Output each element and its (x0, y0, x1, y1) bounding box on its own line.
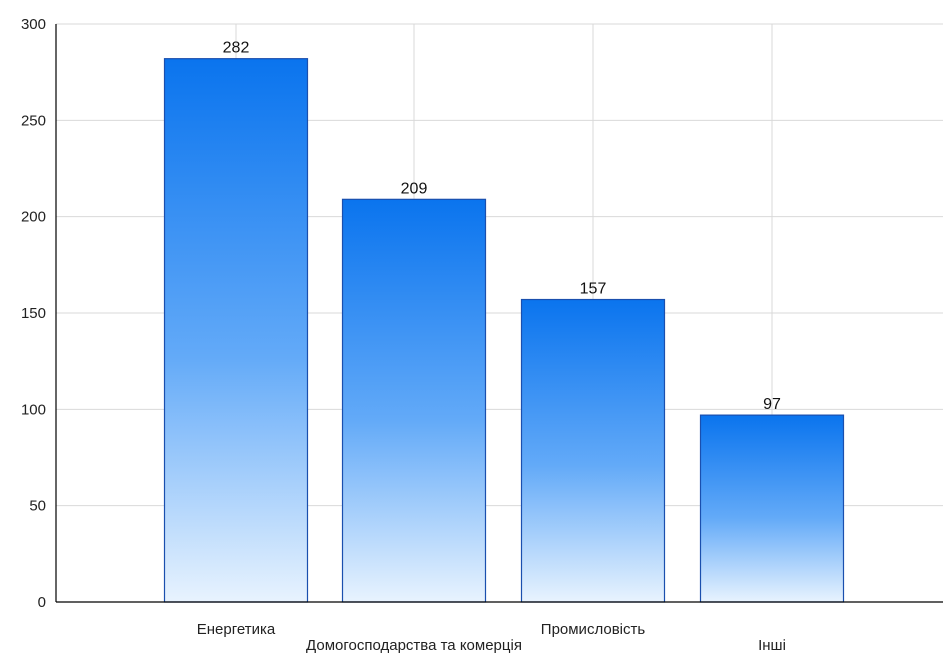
bar (699, 414, 845, 603)
y-tick-label: 250 (21, 112, 46, 129)
x-category-label: Домогосподарства та комерція (306, 637, 522, 654)
category-labels: Енергетика Домогосподарства та комерція Пр… (197, 621, 786, 654)
bar (520, 298, 666, 603)
y-tick-label: 150 (21, 305, 46, 322)
bars (163, 58, 845, 603)
x-category-label: Інші (758, 637, 786, 654)
y-tick-label: 100 (21, 401, 46, 418)
data-label: 282 (223, 40, 250, 57)
axes (55, 24, 943, 603)
x-category-label: Промисловість (541, 621, 646, 638)
bar (163, 58, 309, 603)
bar (341, 198, 487, 603)
y-tick-label: 300 (21, 16, 46, 33)
y-tick-label: 200 (21, 209, 46, 226)
x-category-label: Енергетика (197, 621, 276, 638)
y-tick-label: 50 (29, 498, 46, 515)
data-label: 157 (580, 281, 607, 298)
data-labels: 282 209 157 97 (223, 40, 781, 413)
data-label: 209 (401, 180, 428, 197)
y-tick-label: 0 (38, 594, 46, 611)
y-tick-labels: 0 50 100 150 200 250 300 (21, 16, 46, 611)
data-label: 97 (763, 396, 781, 413)
